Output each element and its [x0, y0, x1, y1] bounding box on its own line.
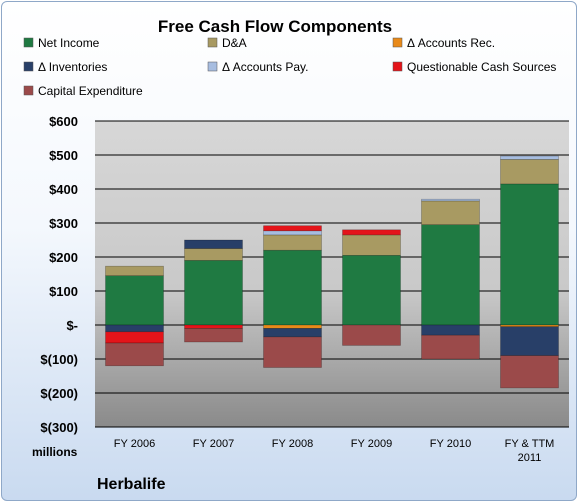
legend-label: Net Income	[38, 36, 100, 50]
legend-label: Δ Accounts Pay.	[222, 60, 309, 74]
bar-capital-expenditure	[184, 328, 243, 343]
y-tick-label: $600	[49, 114, 78, 129]
bar-net-income	[421, 224, 480, 326]
bar-inventories	[421, 324, 480, 336]
bar-questionable-cash-sources	[263, 225, 322, 232]
bar-net-income	[105, 275, 164, 326]
legend-label: Questionable Cash Sources	[407, 60, 556, 74]
legend-item-inventories: Δ Inventories	[23, 60, 107, 74]
bar-capital-expenditure	[500, 355, 559, 389]
bar-accounts-rec	[263, 324, 322, 329]
units-label: millions	[32, 445, 78, 459]
bar-d-a	[184, 248, 243, 261]
legend-swatch	[392, 61, 403, 72]
legend-label: D&A	[222, 36, 247, 50]
y-tick-label: $-	[66, 318, 78, 333]
legend-item-net-income: Net Income	[23, 36, 100, 50]
y-tick-label: $200	[49, 250, 78, 265]
bar-questionable-cash-sources	[105, 331, 164, 344]
legend-label: Δ Accounts Rec.	[407, 36, 495, 50]
bar-inventories	[500, 326, 559, 356]
bar-inventories	[105, 324, 164, 333]
x-tick-label: 2011	[518, 452, 542, 464]
bar-inventories	[263, 328, 322, 338]
plot-area	[95, 121, 569, 427]
x-tick-label: FY 2006	[114, 438, 155, 450]
bar-capital-expenditure	[105, 342, 164, 367]
legend-swatch	[392, 37, 403, 48]
y-tick-label: $(300)	[40, 420, 78, 435]
legend-item-questionable-cash-sources: Questionable Cash Sources	[392, 60, 556, 74]
bar-d-a	[421, 200, 480, 225]
x-tick-label: FY 2010	[430, 438, 471, 450]
legend-item-accounts-rec: Δ Accounts Rec.	[392, 36, 495, 50]
x-tick-label: FY 2009	[351, 438, 392, 450]
chart-legend: Net Income D&A Δ Accounts Rec. Δ Inventorie…	[23, 36, 556, 98]
bar-d-a	[500, 159, 559, 185]
y-tick-label: $100	[49, 284, 78, 299]
legend-swatch	[23, 61, 34, 72]
legend-swatch	[23, 85, 34, 96]
y-tick-label: $(200)	[40, 386, 78, 401]
bar-accounts-pay	[263, 230, 322, 236]
bar-accounts-pay	[500, 155, 559, 160]
bar-questionable-cash-sources	[184, 324, 243, 329]
legend-swatch	[207, 37, 218, 48]
bar-net-income	[263, 249, 322, 326]
legend-label: Δ Inventories	[38, 60, 107, 74]
bar-d-a	[263, 234, 322, 251]
bar-d-a	[342, 234, 401, 256]
bar-d-a	[105, 265, 164, 276]
bar-accounts-pay	[421, 198, 480, 202]
bar-net-income	[500, 183, 559, 326]
gridlines	[95, 120, 569, 428]
y-tick-label: $300	[49, 216, 78, 231]
chart-title: Free Cash Flow Components	[158, 17, 392, 36]
bar-capital-expenditure	[421, 334, 480, 360]
company-label: Herbalife	[97, 476, 166, 493]
bar-net-income	[342, 255, 401, 326]
legend-item-accounts-pay: Δ Accounts Pay.	[207, 60, 309, 74]
y-tick-label: $(100)	[40, 352, 78, 367]
legend-swatch	[207, 61, 218, 72]
x-tick-label: FY 2008	[272, 438, 313, 450]
y-tick-label: $500	[49, 148, 78, 163]
bar-capital-expenditure	[263, 336, 322, 368]
x-tick-label: FY & TTM	[505, 438, 555, 450]
bar-capital-expenditure	[342, 324, 401, 346]
x-tick-label: FY 2007	[193, 438, 234, 450]
legend-item-d-a: D&A	[207, 36, 247, 50]
y-tick-label: $400	[49, 182, 78, 197]
y-axis: $600 $500 $400 $300 $200 $100 $- $(100) $(200) $(…	[40, 114, 78, 435]
legend-item-capital-expenditure: Capital Expenditure	[23, 84, 143, 98]
bar-net-income	[184, 260, 243, 326]
x-axis: FY 2006 FY 2007 FY 2008 FY 2009 FY 2010 FY & …	[114, 438, 555, 464]
bar-inventories	[184, 239, 243, 249]
bar-questionable-cash-sources	[342, 229, 401, 236]
legend-label: Capital Expenditure	[38, 84, 143, 98]
legend-swatch	[23, 37, 34, 48]
bar-stacks	[105, 155, 559, 389]
